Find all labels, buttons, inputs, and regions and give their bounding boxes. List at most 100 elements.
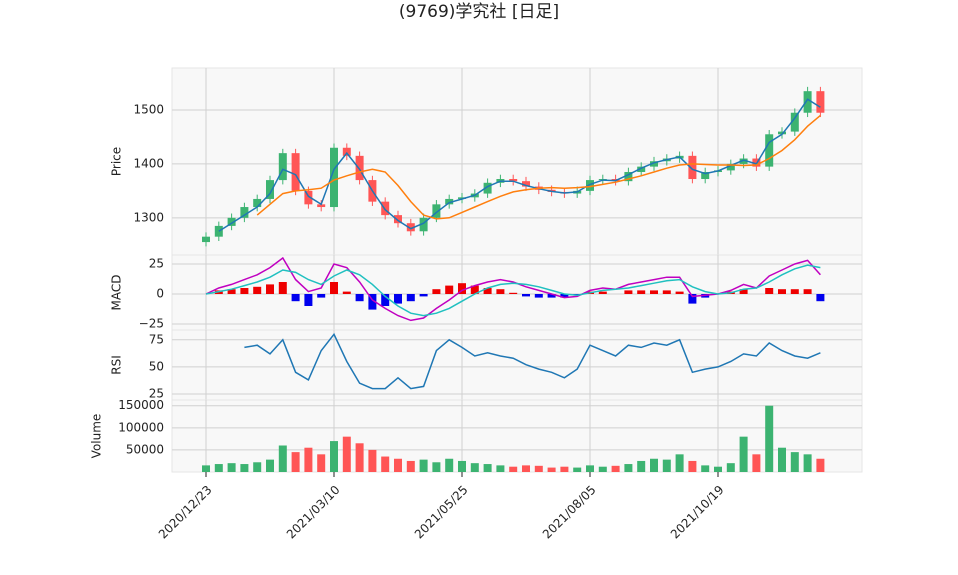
histogram-bar (803, 289, 812, 294)
y-tick-label: 1400 (133, 156, 164, 170)
histogram-bar (522, 294, 530, 297)
volume-bar (611, 465, 620, 472)
y-axis-label: MACD (110, 275, 124, 311)
histogram-bar (790, 289, 799, 294)
volume-bar (598, 466, 607, 472)
histogram-bar (227, 289, 236, 294)
volume-bar (624, 464, 633, 472)
volume-bar (803, 454, 812, 472)
histogram-bar (560, 294, 569, 298)
candle-body (304, 190, 313, 205)
y-axis-label: Volume (90, 414, 104, 459)
volume-bar (496, 465, 505, 472)
x-tick-label: 2021/05/25 (412, 483, 471, 542)
volume-bar (483, 464, 492, 472)
volume-bar (662, 459, 671, 472)
volume-bar (406, 460, 415, 472)
volume-bar (509, 466, 518, 472)
volume-bar (586, 465, 594, 472)
candle-body (445, 198, 454, 205)
histogram-bar (394, 294, 402, 304)
y-tick-label: 1300 (133, 210, 164, 224)
candle-body (202, 236, 210, 243)
volume-bar (701, 465, 710, 472)
volume-bar (278, 445, 287, 472)
candle-body (701, 172, 710, 180)
x-tick-label: 2020/12/23 (156, 483, 215, 542)
histogram-bar (816, 294, 825, 302)
y-tick-label: 25 (149, 257, 164, 271)
candle-body (637, 166, 646, 173)
histogram-bar (368, 294, 377, 310)
histogram-bar (445, 285, 454, 294)
volume-bar (240, 464, 249, 472)
y-tick-label: 1500 (133, 103, 164, 117)
histogram-bar (381, 294, 390, 306)
candle-body (522, 181, 530, 187)
histogram-bar (291, 294, 300, 302)
candle-body (240, 207, 249, 218)
volume-bar (330, 441, 338, 472)
panel-background (171, 254, 863, 331)
volume-bar (765, 405, 774, 472)
histogram-bar (765, 288, 774, 294)
y-tick-label: 25 (149, 387, 164, 401)
volume-bar (394, 458, 402, 472)
volume-bar (214, 464, 223, 472)
candle-body (355, 155, 364, 181)
volume-bar (726, 463, 735, 472)
candle-body (688, 155, 697, 180)
volume-bar (790, 452, 799, 472)
volume-bar (816, 458, 825, 472)
histogram-bar (483, 288, 492, 294)
volume-bar (739, 436, 748, 472)
candle-body (432, 204, 441, 218)
histogram-bar (266, 284, 274, 294)
candle-body (483, 182, 492, 194)
candle-body (765, 134, 774, 167)
candle-body (458, 197, 466, 199)
y-tick-label: 150000 (118, 398, 164, 412)
histogram-bar (253, 286, 262, 294)
candle-body (624, 172, 633, 182)
x-tick-label: 2021/08/05 (540, 483, 599, 542)
histogram-bar (547, 294, 556, 298)
volume-bar (675, 454, 684, 472)
volume-bar (304, 447, 313, 472)
candle-body (330, 147, 338, 208)
candle-body (342, 147, 351, 156)
candle-body (227, 217, 236, 226)
volume-bar (342, 436, 351, 472)
y-tick-label: 0 (156, 287, 164, 301)
histogram-bar (509, 292, 518, 294)
histogram-bar (406, 294, 415, 302)
volume-bar (419, 459, 428, 472)
volume-bar (714, 466, 722, 472)
histogram-bar (330, 282, 338, 294)
candle-body (317, 204, 326, 208)
candle-body (586, 180, 594, 191)
histogram-bar (650, 290, 658, 294)
candle-body (790, 112, 799, 132)
volume-bar (458, 460, 466, 472)
histogram-bar (496, 289, 505, 294)
candle-body (816, 91, 825, 113)
chart-title: (9769)学究社 [日足] (399, 2, 559, 22)
panel-background (171, 329, 863, 401)
volume-bar (253, 462, 262, 472)
candle-body (803, 91, 812, 113)
y-axis-label: RSI (110, 355, 124, 375)
histogram-bar (419, 294, 428, 297)
volume-bar (368, 449, 377, 472)
histogram-bar (458, 283, 466, 294)
candle-body (726, 163, 735, 171)
histogram-bar (662, 290, 671, 294)
x-tick-label: 2021/03/10 (284, 483, 343, 542)
volume-bar (534, 465, 543, 472)
candle-body (509, 179, 518, 182)
volume-bar (650, 458, 658, 472)
candle-body (253, 198, 262, 208)
moving-average-line (218, 98, 821, 232)
histogram-bar (778, 289, 786, 294)
